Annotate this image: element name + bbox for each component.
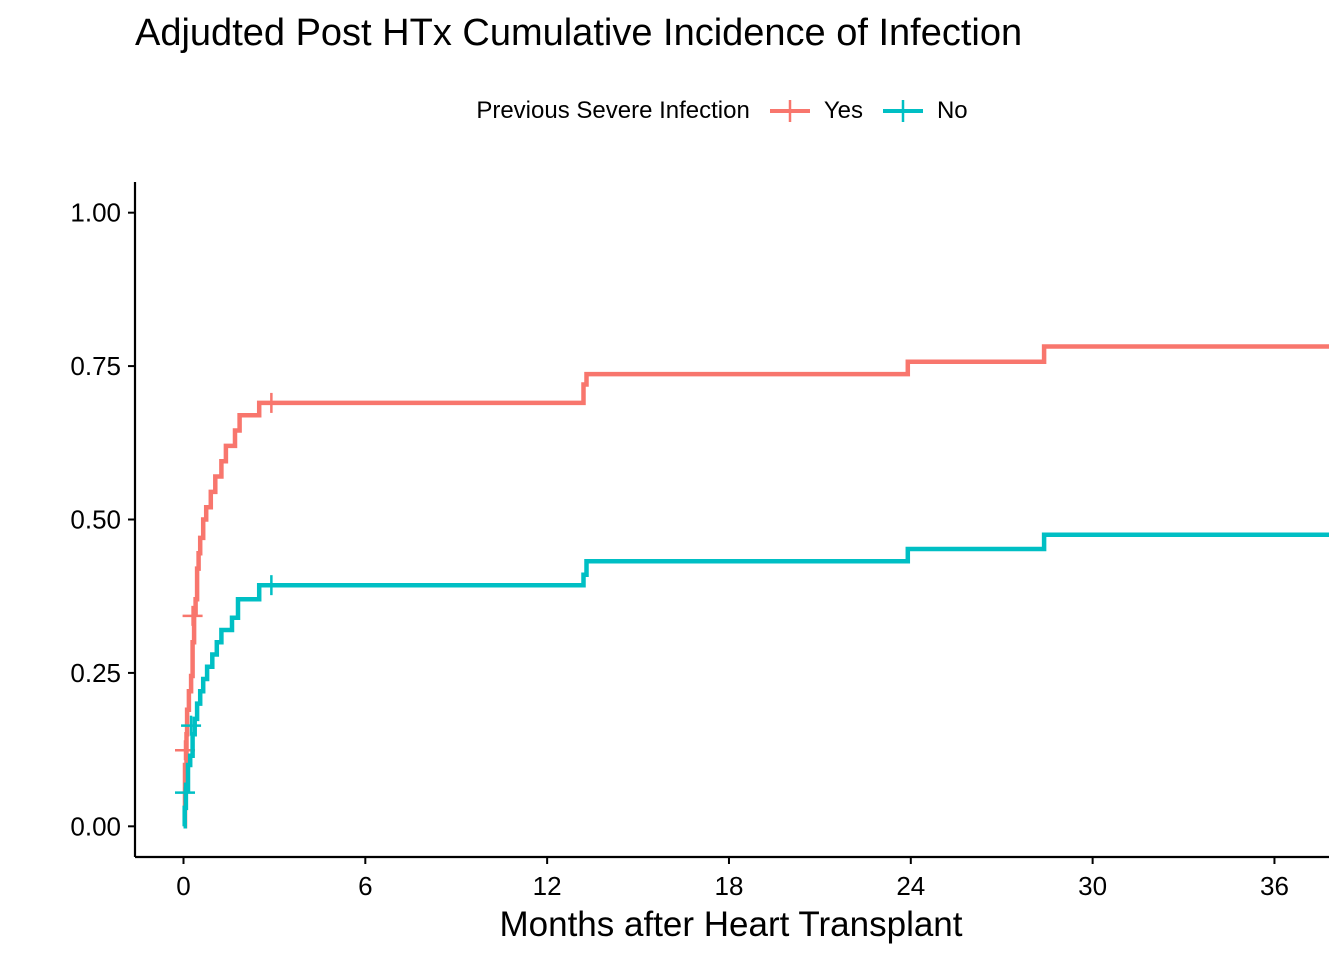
legend: Previous Severe Infection Yes No	[0, 94, 1344, 128]
y-tick-label: 0.25	[70, 658, 121, 688]
x-tick-label: 36	[1260, 871, 1289, 901]
y-tick-label: 1.00	[70, 198, 121, 228]
legend-key-yes	[769, 100, 810, 122]
x-tick-label: 0	[176, 871, 190, 901]
series-layer	[175, 344, 1329, 829]
chart-title: Adjudted Post HTx Cumulative Incidence o…	[135, 12, 1023, 54]
legend-key-no	[882, 100, 923, 122]
x-tick-label: 24	[896, 871, 925, 901]
x-tick-label: 30	[1078, 871, 1107, 901]
series-line-yes	[182, 344, 1329, 829]
series-line-no	[182, 532, 1329, 829]
y-tick-label: 0.00	[70, 811, 121, 841]
y-tick-label: 0.75	[70, 351, 121, 381]
y-tick-label: 0.50	[70, 505, 121, 535]
legend-item-no: No	[881, 96, 968, 126]
legend-label-yes: Yes	[823, 97, 863, 124]
axes: 0.00 0.25 0.50 0.75 1.00 0 6 12 18 24 30 36	[70, 182, 1329, 901]
legend-label-no: No	[936, 97, 968, 124]
series-no	[175, 532, 1329, 829]
x-tick-label: 6	[358, 871, 372, 901]
x-tick-label: 18	[715, 871, 744, 901]
x-axis-label: Months after Heart Transplant	[500, 905, 963, 944]
series-yes	[175, 344, 1329, 829]
x-tick-label: 12	[533, 871, 562, 901]
legend-title: Previous Severe Infection	[476, 97, 750, 124]
legend-item-yes: Yes	[768, 96, 863, 126]
